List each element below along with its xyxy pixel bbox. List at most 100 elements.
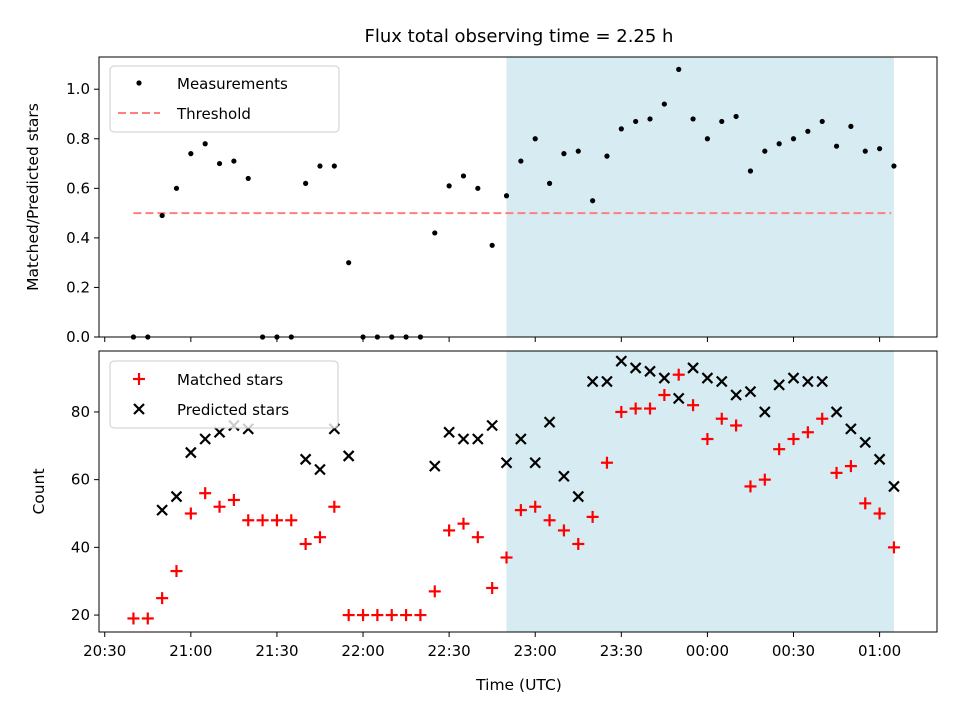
predicted-star-point: [515, 433, 527, 445]
predicted-star-point: [773, 379, 785, 391]
bottom-legend-box: [109, 360, 339, 429]
y-tick-label: 0.8: [66, 130, 90, 148]
matched-star-point: [328, 500, 341, 513]
predicted-star-point: [859, 436, 872, 449]
measurement-point: [590, 198, 596, 204]
matched-star-point: [615, 405, 628, 418]
measurement-point: [719, 118, 725, 125]
measurement-point: [833, 143, 840, 149]
predicted-star-point: [342, 450, 355, 462]
matched-star-point: [758, 473, 771, 486]
matched-star-point: [529, 500, 542, 513]
predicted-star-point: [529, 456, 541, 469]
measurement-point: [202, 141, 208, 147]
matched-star-point: [457, 517, 470, 530]
measurement-point: [776, 141, 782, 147]
measurement-point: [546, 180, 553, 186]
legend-matched-label: Matched stars: [177, 371, 283, 389]
predicted-star-point: [787, 372, 800, 384]
predicted-star-point: [156, 504, 168, 516]
matched-star-point: [500, 551, 513, 564]
predicted-star-point: [816, 375, 828, 388]
matched-star-point: [141, 612, 154, 625]
x-tick-label: 23:30: [600, 642, 643, 660]
predicted-star-point: [543, 416, 556, 428]
legend-predicted-marker: [133, 403, 145, 415]
measurement-point: [188, 151, 194, 157]
matched-star-point: [170, 565, 183, 578]
measurement-point: [877, 146, 883, 152]
y-tick-label: 0.0: [66, 328, 90, 346]
predicted-star-point: [185, 446, 197, 459]
matched-star-point: [687, 399, 700, 412]
measurement-point: [762, 148, 768, 154]
matched-star-point: [629, 402, 642, 415]
bottom-legend: Matched stars Predicted stars: [109, 360, 339, 429]
measurement-point: [805, 128, 811, 134]
matched-star-point: [184, 507, 197, 520]
bottom-y-axis-label: Count: [30, 468, 48, 514]
matched-star-point: [400, 609, 413, 622]
matched-star-point: [859, 497, 872, 510]
measurement-point: [216, 160, 223, 167]
x-tick-label: 00:30: [772, 642, 815, 660]
predicted-star-point: [672, 392, 685, 405]
x-tick-label: 22:00: [341, 642, 384, 660]
x-tick-label: 21:30: [255, 642, 298, 660]
measurement-point: [159, 212, 165, 219]
measurement-point: [704, 136, 711, 142]
measurement-point: [690, 116, 696, 122]
measurement-point: [733, 113, 739, 120]
predicted-star-point: [199, 433, 211, 445]
matched-star-point: [873, 507, 886, 520]
measurement-point: [790, 136, 797, 142]
x-tick-label: 22:30: [428, 642, 471, 660]
matched-star-point: [486, 581, 499, 594]
predicted-star-point: [472, 433, 484, 445]
x-tick-label: 00:00: [686, 642, 729, 660]
matched-star-point: [586, 510, 599, 523]
top-axes-frame: [98, 56, 938, 338]
measurement-point: [518, 158, 524, 164]
measurement-point: [618, 126, 624, 132]
y-tick-label: 80: [71, 403, 90, 421]
legend-measurements-label: Measurements: [177, 75, 288, 93]
observing-window-shade: [506, 57, 894, 337]
measurement-point: [331, 163, 337, 169]
matched-star-point: [816, 412, 829, 425]
measurement-point: [575, 148, 581, 154]
predicted-star-point: [629, 362, 642, 374]
predicted-star-point: [888, 480, 900, 493]
matched-star-point: [443, 524, 456, 537]
predicted-star-point: [744, 385, 757, 398]
matched-stars-layer: [127, 368, 900, 625]
matched-star-point: [227, 493, 240, 506]
matched-star-point: [213, 500, 226, 513]
measurement-point: [489, 242, 495, 248]
predicted-star-point: [428, 460, 441, 472]
legend-matched-marker: [133, 373, 145, 385]
y-tick-label: 60: [71, 471, 90, 489]
y-tick-label: 0.2: [66, 278, 90, 296]
matched-star-point: [730, 419, 743, 432]
matched-star-point: [285, 514, 298, 527]
measurement-point: [460, 173, 467, 179]
y-tick-label: 40: [71, 538, 90, 556]
predicted-star-point: [486, 419, 498, 432]
observing-window-shade: [506, 351, 894, 632]
bottom-axes-frame: [98, 350, 938, 633]
predicted-star-point: [615, 355, 628, 367]
measurement-point: [245, 175, 251, 182]
measurement-point: [676, 66, 682, 72]
x-axis-label: Time (UTC): [475, 676, 562, 694]
measurement-point: [532, 136, 538, 142]
x-tick-label: 01:00: [858, 642, 901, 660]
matched-star-point: [543, 514, 556, 527]
predicted-star-point: [644, 365, 656, 378]
y-tick-label: 0.6: [66, 179, 90, 197]
top-x-ticks: [104, 337, 881, 342]
legend-predicted-label: Predicted stars: [177, 401, 289, 419]
predicted-star-point: [759, 406, 771, 418]
matched-star-point: [357, 609, 370, 622]
predicted-star-point: [873, 453, 886, 466]
